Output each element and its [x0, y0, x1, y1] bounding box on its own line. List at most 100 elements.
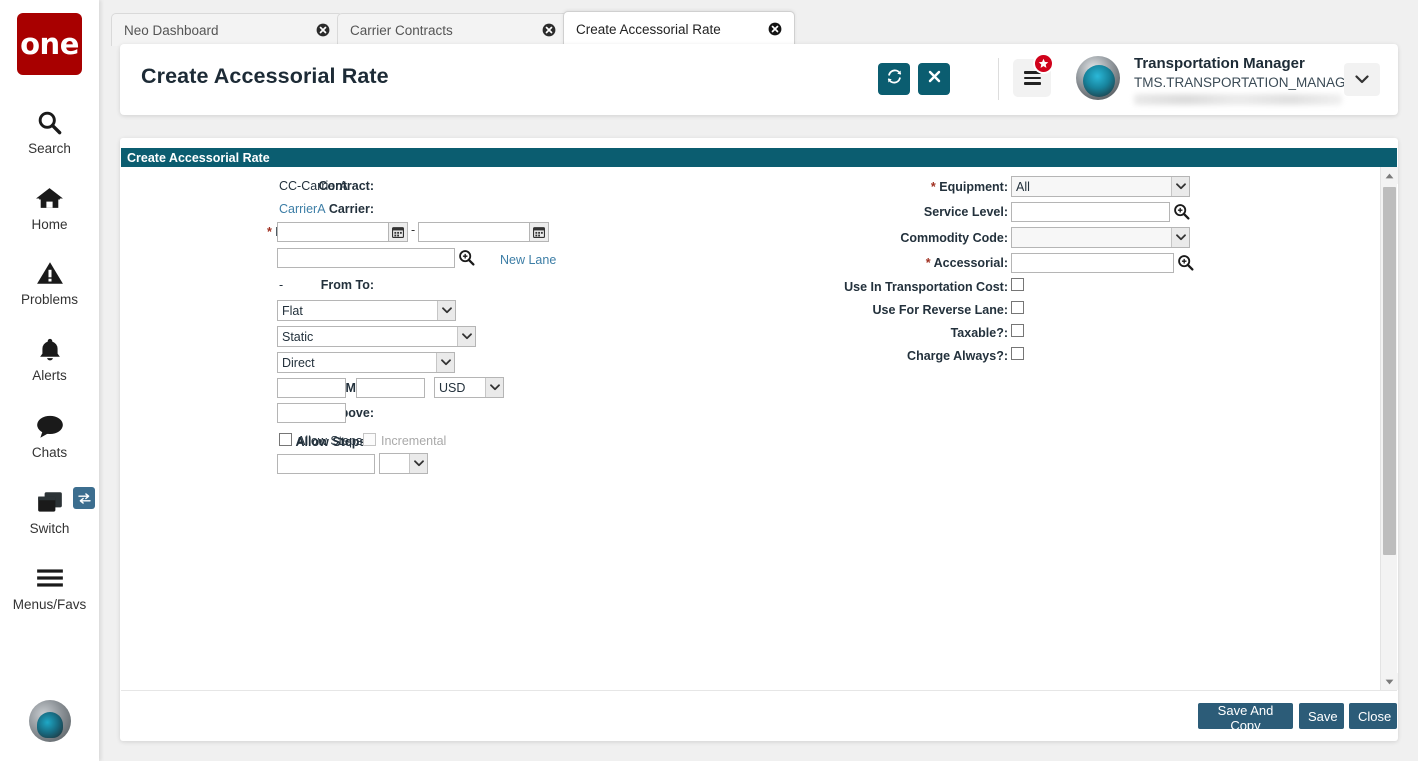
tab-neo-dashboard[interactable]: Neo Dashboard: [111, 13, 343, 46]
rate-min-input[interactable]: [277, 378, 346, 398]
taxable-label: Taxable?:: [950, 326, 1008, 340]
from-to-value: -: [279, 278, 284, 292]
service-level-label: Service Level:: [923, 205, 1008, 219]
rating-type-value: Direct: [282, 355, 315, 370]
sidebar-item-chats[interactable]: Chats: [0, 409, 99, 460]
sidebar-item-alerts[interactable]: Alerts: [0, 332, 99, 383]
use-in-transportation-cost-label: Use In Transportation Cost:: [844, 280, 1008, 294]
scroll-up-arrow-icon[interactable]: [1381, 167, 1398, 184]
effective-period-from-input[interactable]: [277, 222, 389, 242]
close-button-footer[interactable]: Close: [1349, 703, 1397, 729]
commodity-code-select[interactable]: [1011, 227, 1190, 248]
cost-type-select[interactable]: Flat: [277, 300, 456, 321]
required-marker: *: [267, 225, 272, 239]
sidebar-item-search[interactable]: Search: [0, 105, 99, 156]
close-button[interactable]: [918, 63, 950, 95]
lane-input[interactable]: [277, 248, 455, 268]
service-level-magnifier-plus-icon[interactable]: [1173, 203, 1190, 220]
service-level-input[interactable]: [1011, 202, 1170, 222]
lane-magnifier-plus-icon[interactable]: [458, 249, 475, 266]
close-x-icon: [927, 69, 942, 89]
sidebar-label-alerts: Alerts: [32, 368, 67, 383]
chat-bubble-icon: [0, 409, 99, 443]
sidebar-label-problems: Problems: [20, 292, 79, 307]
sidebar-item-switch[interactable]: Switch: [0, 485, 99, 536]
notification-star-badge[interactable]: [1033, 53, 1054, 74]
page-title: Create Accessorial Rate: [141, 64, 389, 88]
rates-input[interactable]: [277, 454, 375, 474]
scroll-down-arrow-icon[interactable]: [1381, 673, 1398, 690]
sidebar-item-problems[interactable]: Problems: [0, 256, 99, 307]
sidebar-avatar[interactable]: [29, 700, 71, 742]
accessorial-label: * Accessorial:: [925, 256, 1008, 270]
user-menu-chevron-down-icon[interactable]: [1344, 63, 1380, 96]
calendar-icon-to[interactable]: [530, 222, 549, 242]
tab-label: Neo Dashboard: [124, 22, 219, 38]
charge-always-checkbox[interactable]: [1011, 347, 1024, 360]
scrollbar-thumb[interactable]: [1383, 187, 1396, 555]
tab-close-icon[interactable]: [316, 23, 330, 37]
rates-unit-select[interactable]: [379, 453, 428, 474]
tab-create-accessorial-rate[interactable]: Create Accessorial Rate: [563, 11, 795, 47]
refresh-icon: [886, 68, 903, 90]
chevron-down-icon: [437, 301, 455, 320]
tab-label: Carrier Contracts: [350, 22, 453, 38]
chevron-down-icon: [1171, 228, 1189, 247]
tab-label: Create Accessorial Rate: [576, 21, 721, 37]
taxable-checkbox[interactable]: [1011, 324, 1024, 337]
incremental-checkbox-label: Incremental: [381, 434, 447, 448]
apply-above-input[interactable]: [277, 403, 346, 423]
carrier-value-link[interactable]: CarrierA: [279, 202, 326, 216]
use-in-transportation-cost-checkbox[interactable]: [1011, 278, 1024, 291]
equipment-value: All: [1016, 179, 1030, 194]
user-role: TMS.TRANSPORTATION_MANAGER: [1134, 75, 1365, 90]
chevron-down-icon: [436, 353, 454, 372]
type-select[interactable]: Static: [277, 326, 476, 347]
bell-icon: [0, 332, 99, 366]
allow-steps-checkbox[interactable]: [279, 433, 292, 446]
sidebar-label-switch: Switch: [29, 521, 70, 536]
effective-period-separator: -: [411, 223, 416, 237]
browser-tab-bar: Neo Dashboard Carrier Contracts Create A…: [99, 0, 1418, 47]
user-avatar[interactable]: [1076, 56, 1120, 100]
rating-type-select[interactable]: Direct: [277, 352, 455, 373]
chevron-down-icon: [485, 378, 503, 397]
calendar-icon-from[interactable]: [389, 222, 408, 242]
equipment-label: * Equipment:: [930, 180, 1008, 194]
rate-max-input[interactable]: [356, 378, 425, 398]
commodity-code-label: Commodity Code:: [900, 231, 1008, 245]
equipment-select[interactable]: All: [1011, 176, 1190, 197]
sidebar-item-menus-favs[interactable]: Menus/Favs: [0, 561, 99, 612]
new-lane-link[interactable]: New Lane: [500, 253, 557, 267]
tab-close-icon[interactable]: [542, 23, 556, 37]
switch-swap-arrows-icon[interactable]: [73, 487, 95, 509]
form-scrollbar[interactable]: [1380, 167, 1398, 690]
header-divider: [998, 58, 999, 100]
currency-select[interactable]: USD: [434, 377, 504, 398]
use-for-reverse-lane-checkbox[interactable]: [1011, 301, 1024, 314]
hamburger-menu-icon: [0, 561, 99, 595]
refresh-button[interactable]: [878, 63, 910, 95]
tab-close-icon[interactable]: [768, 22, 782, 36]
panel-title: Create Accessorial Rate: [121, 148, 1397, 167]
hamburger-bar: [1023, 82, 1041, 85]
user-detail-redacted: [1134, 94, 1342, 105]
contract-label: Contract:: [318, 179, 374, 193]
accessorial-magnifier-plus-icon[interactable]: [1177, 254, 1194, 271]
page-header-card: Create Accessorial Rate Transportation M…: [120, 44, 1398, 115]
incremental-checkbox[interactable]: [363, 433, 376, 446]
search-icon: [0, 105, 99, 139]
required-marker: *: [930, 180, 936, 194]
from-to-label: From To:: [320, 278, 374, 292]
home-icon: [0, 181, 99, 215]
sidebar-item-home[interactable]: Home: [0, 181, 99, 232]
effective-period-to-input[interactable]: [418, 222, 530, 242]
tab-carrier-contracts[interactable]: Carrier Contracts: [337, 13, 569, 46]
one-logo[interactable]: one: [17, 13, 82, 75]
accessorial-input[interactable]: [1011, 253, 1174, 273]
carrier-label: Carrier:: [328, 202, 374, 216]
save-button[interactable]: Save: [1299, 703, 1344, 729]
use-for-reverse-lane-label: Use For Reverse Lane:: [872, 303, 1008, 317]
save-and-copy-button[interactable]: Save And Copy: [1198, 703, 1293, 733]
allow-steps-label: Allow Steps :: [295, 435, 374, 449]
